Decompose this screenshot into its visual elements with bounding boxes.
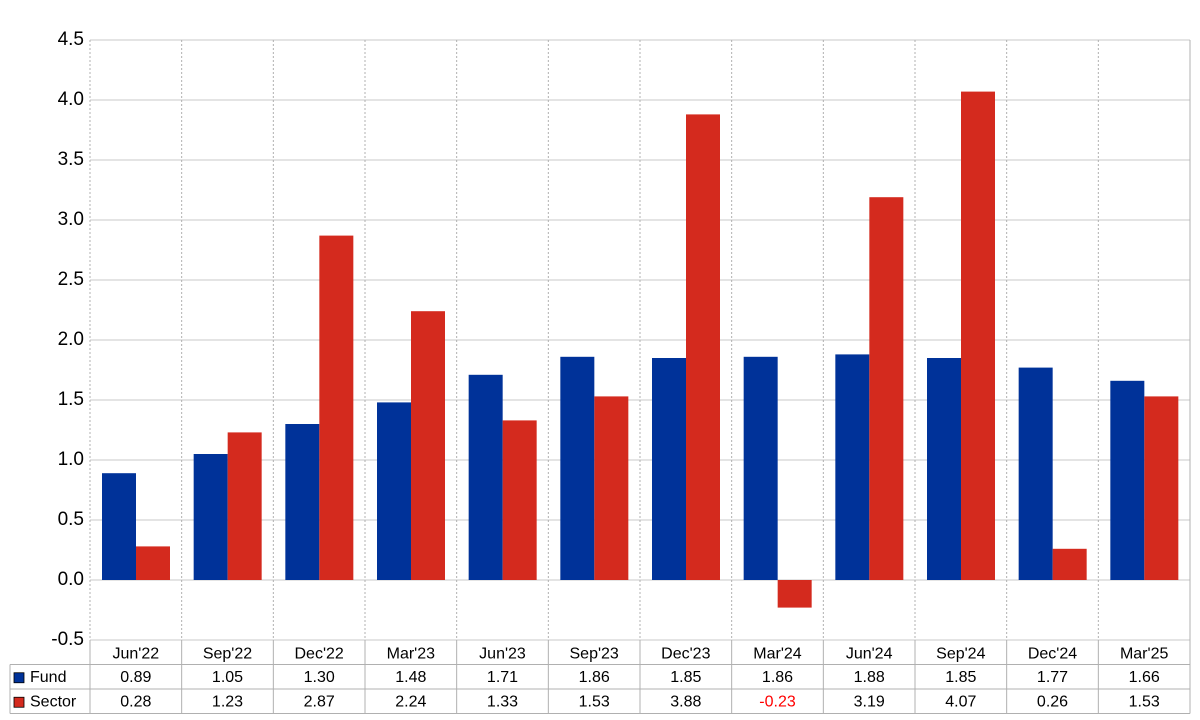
data-label: 1.85 [670,669,701,686]
bar [652,358,686,580]
bar [377,402,411,580]
data-label: 2.87 [304,693,335,710]
x-tick-label: Jun'22 [113,645,160,662]
bar [961,91,995,580]
bar [227,432,262,580]
bar [468,374,503,580]
y-tick-label: 4.5 [58,29,84,50]
x-tick-label: Mar'25 [1120,645,1169,662]
bar [1018,367,1053,580]
bar [1144,396,1179,580]
legend-swatch [13,672,25,684]
data-label: 0.28 [120,693,151,710]
data-label: 3.19 [854,693,885,710]
x-tick-label: Mar'23 [387,645,436,662]
data-label: 4.07 [945,693,976,710]
bar [411,311,445,580]
data-label: 1.23 [212,693,243,710]
bar [869,197,904,580]
bar [136,546,170,580]
x-tick-label: Sep'23 [570,645,619,662]
y-tick-label: 3.5 [58,149,84,170]
data-label: 1.30 [304,669,335,686]
bar [743,356,778,580]
bar [835,354,870,580]
y-tick-label: 3.0 [58,209,84,230]
data-label: 0.26 [1037,693,1068,710]
x-tick-label: Dec'23 [661,645,710,662]
legend-label: Fund [30,669,66,686]
bar [594,396,629,580]
data-label: 0.89 [120,669,151,686]
data-label: 1.53 [579,693,610,710]
data-label: 1.05 [212,669,243,686]
y-tick-label: 2.0 [58,329,84,350]
data-label: 2.24 [395,693,426,710]
x-tick-label: Sep'24 [936,645,985,662]
x-tick-label: Dec'22 [295,645,344,662]
bar [193,454,228,580]
x-tick-label: Jun'24 [846,645,893,662]
data-label: -0.23 [759,693,796,710]
bar [285,424,320,580]
data-label: 1.77 [1037,669,1068,686]
legend-swatch [13,696,25,708]
bar [102,473,136,580]
legend-label: Sector [30,693,77,710]
y-tick-label: -0.5 [51,629,84,650]
data-label: 1.66 [1129,669,1160,686]
bar [686,114,720,581]
bar [502,420,537,580]
x-tick-label: Mar'24 [753,645,802,662]
bar [1110,380,1145,580]
data-label: 1.33 [487,693,518,710]
bar [319,235,354,580]
data-label: 1.71 [487,669,518,686]
x-tick-label: Dec'24 [1028,645,1077,662]
y-tick-label: 0.5 [58,509,84,530]
data-label: 1.85 [945,669,976,686]
data-label: 1.53 [1129,693,1160,710]
bar [560,356,595,580]
data-label: 1.48 [395,669,426,686]
y-tick-label: 1.5 [58,389,84,410]
y-tick-label: 1.0 [58,449,84,470]
y-tick-label: 0.0 [58,569,84,590]
bar [927,358,961,580]
data-label: 1.86 [762,669,793,686]
y-tick-label: 4.0 [58,89,84,110]
x-tick-label: Jun'23 [479,645,526,662]
x-tick-label: Sep'22 [203,645,252,662]
bar [1052,548,1087,580]
bar [777,580,812,608]
data-label: 1.86 [579,669,610,686]
y-tick-label: 2.5 [58,269,84,290]
data-label: 3.88 [670,693,701,710]
data-label: 1.88 [854,669,885,686]
